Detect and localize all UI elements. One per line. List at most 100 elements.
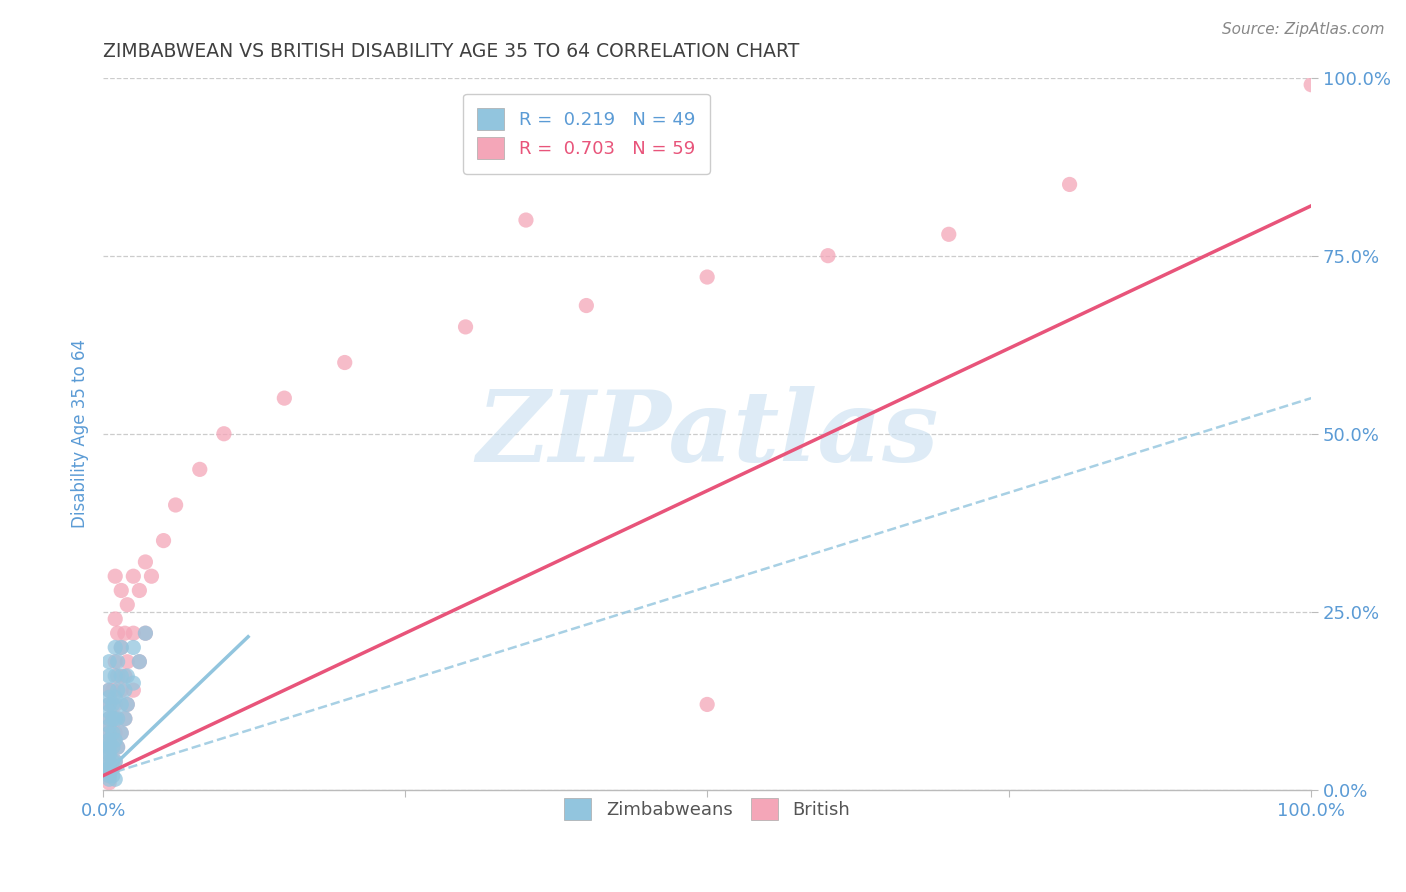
- Point: [98, 655, 121, 669]
- Point: [110, 640, 132, 655]
- Point: [110, 669, 132, 683]
- Point: [134, 555, 156, 569]
- Point: [104, 698, 127, 712]
- Point: [110, 683, 132, 698]
- Point: [107, 740, 129, 755]
- Text: ZIPatlas: ZIPatlas: [477, 385, 938, 482]
- Point: [122, 626, 145, 640]
- Point: [114, 669, 136, 683]
- Point: [188, 462, 211, 476]
- Point: [575, 299, 598, 313]
- Point: [1059, 178, 1081, 192]
- Point: [212, 426, 235, 441]
- Point: [128, 655, 150, 669]
- Point: [515, 213, 537, 227]
- Point: [98, 762, 121, 776]
- Point: [101, 755, 124, 769]
- Point: [98, 712, 121, 726]
- Point: [98, 698, 121, 712]
- Point: [104, 755, 127, 769]
- Point: [101, 740, 124, 755]
- Point: [104, 640, 127, 655]
- Point: [98, 762, 121, 776]
- Point: [122, 676, 145, 690]
- Point: [98, 758, 121, 772]
- Point: [152, 533, 174, 548]
- Text: ZIMBABWEAN VS BRITISH DISABILITY AGE 35 TO 64 CORRELATION CHART: ZIMBABWEAN VS BRITISH DISABILITY AGE 35 …: [103, 42, 800, 61]
- Point: [101, 712, 124, 726]
- Point: [107, 683, 129, 698]
- Point: [101, 726, 124, 740]
- Point: [134, 626, 156, 640]
- Point: [107, 712, 129, 726]
- Point: [104, 726, 127, 740]
- Point: [98, 737, 121, 751]
- Legend: Zimbabweans, British: Zimbabweans, British: [550, 783, 865, 834]
- Point: [938, 227, 960, 242]
- Point: [110, 583, 132, 598]
- Point: [117, 598, 139, 612]
- Point: [107, 655, 129, 669]
- Point: [104, 612, 127, 626]
- Point: [114, 683, 136, 698]
- Point: [98, 726, 121, 740]
- Point: [101, 769, 124, 783]
- Point: [817, 249, 839, 263]
- Point: [104, 755, 127, 769]
- Point: [98, 776, 121, 790]
- Point: [98, 698, 121, 712]
- Point: [98, 747, 121, 762]
- Point: [117, 669, 139, 683]
- Point: [98, 705, 121, 719]
- Point: [98, 772, 121, 787]
- Point: [165, 498, 187, 512]
- Point: [101, 712, 124, 726]
- Point: [101, 740, 124, 755]
- Point: [98, 769, 121, 783]
- Point: [114, 626, 136, 640]
- Y-axis label: Disability Age 35 to 64: Disability Age 35 to 64: [72, 339, 89, 528]
- Point: [104, 712, 127, 726]
- Point: [98, 683, 121, 698]
- Point: [122, 683, 145, 698]
- Point: [104, 733, 127, 747]
- Point: [107, 669, 129, 683]
- Point: [101, 762, 124, 776]
- Point: [454, 319, 477, 334]
- Point: [333, 355, 356, 369]
- Point: [98, 740, 121, 755]
- Point: [114, 712, 136, 726]
- Point: [98, 733, 121, 747]
- Point: [98, 726, 121, 740]
- Point: [98, 747, 121, 762]
- Point: [98, 719, 121, 733]
- Point: [696, 698, 718, 712]
- Point: [98, 740, 121, 755]
- Point: [98, 755, 121, 769]
- Point: [114, 712, 136, 726]
- Text: Source: ZipAtlas.com: Source: ZipAtlas.com: [1222, 22, 1385, 37]
- Point: [107, 740, 129, 755]
- Point: [104, 690, 127, 705]
- Point: [141, 569, 163, 583]
- Point: [104, 569, 127, 583]
- Point: [107, 626, 129, 640]
- Point: [98, 690, 121, 705]
- Point: [98, 712, 121, 726]
- Point: [110, 698, 132, 712]
- Point: [110, 726, 132, 740]
- Point: [696, 270, 718, 285]
- Point: [98, 755, 121, 769]
- Point: [98, 719, 121, 733]
- Point: [98, 683, 121, 698]
- Point: [104, 669, 127, 683]
- Point: [98, 733, 121, 747]
- Point: [110, 640, 132, 655]
- Point: [117, 698, 139, 712]
- Point: [98, 769, 121, 783]
- Point: [128, 655, 150, 669]
- Point: [98, 744, 121, 758]
- Point: [122, 640, 145, 655]
- Point: [98, 669, 121, 683]
- Point: [1301, 78, 1323, 92]
